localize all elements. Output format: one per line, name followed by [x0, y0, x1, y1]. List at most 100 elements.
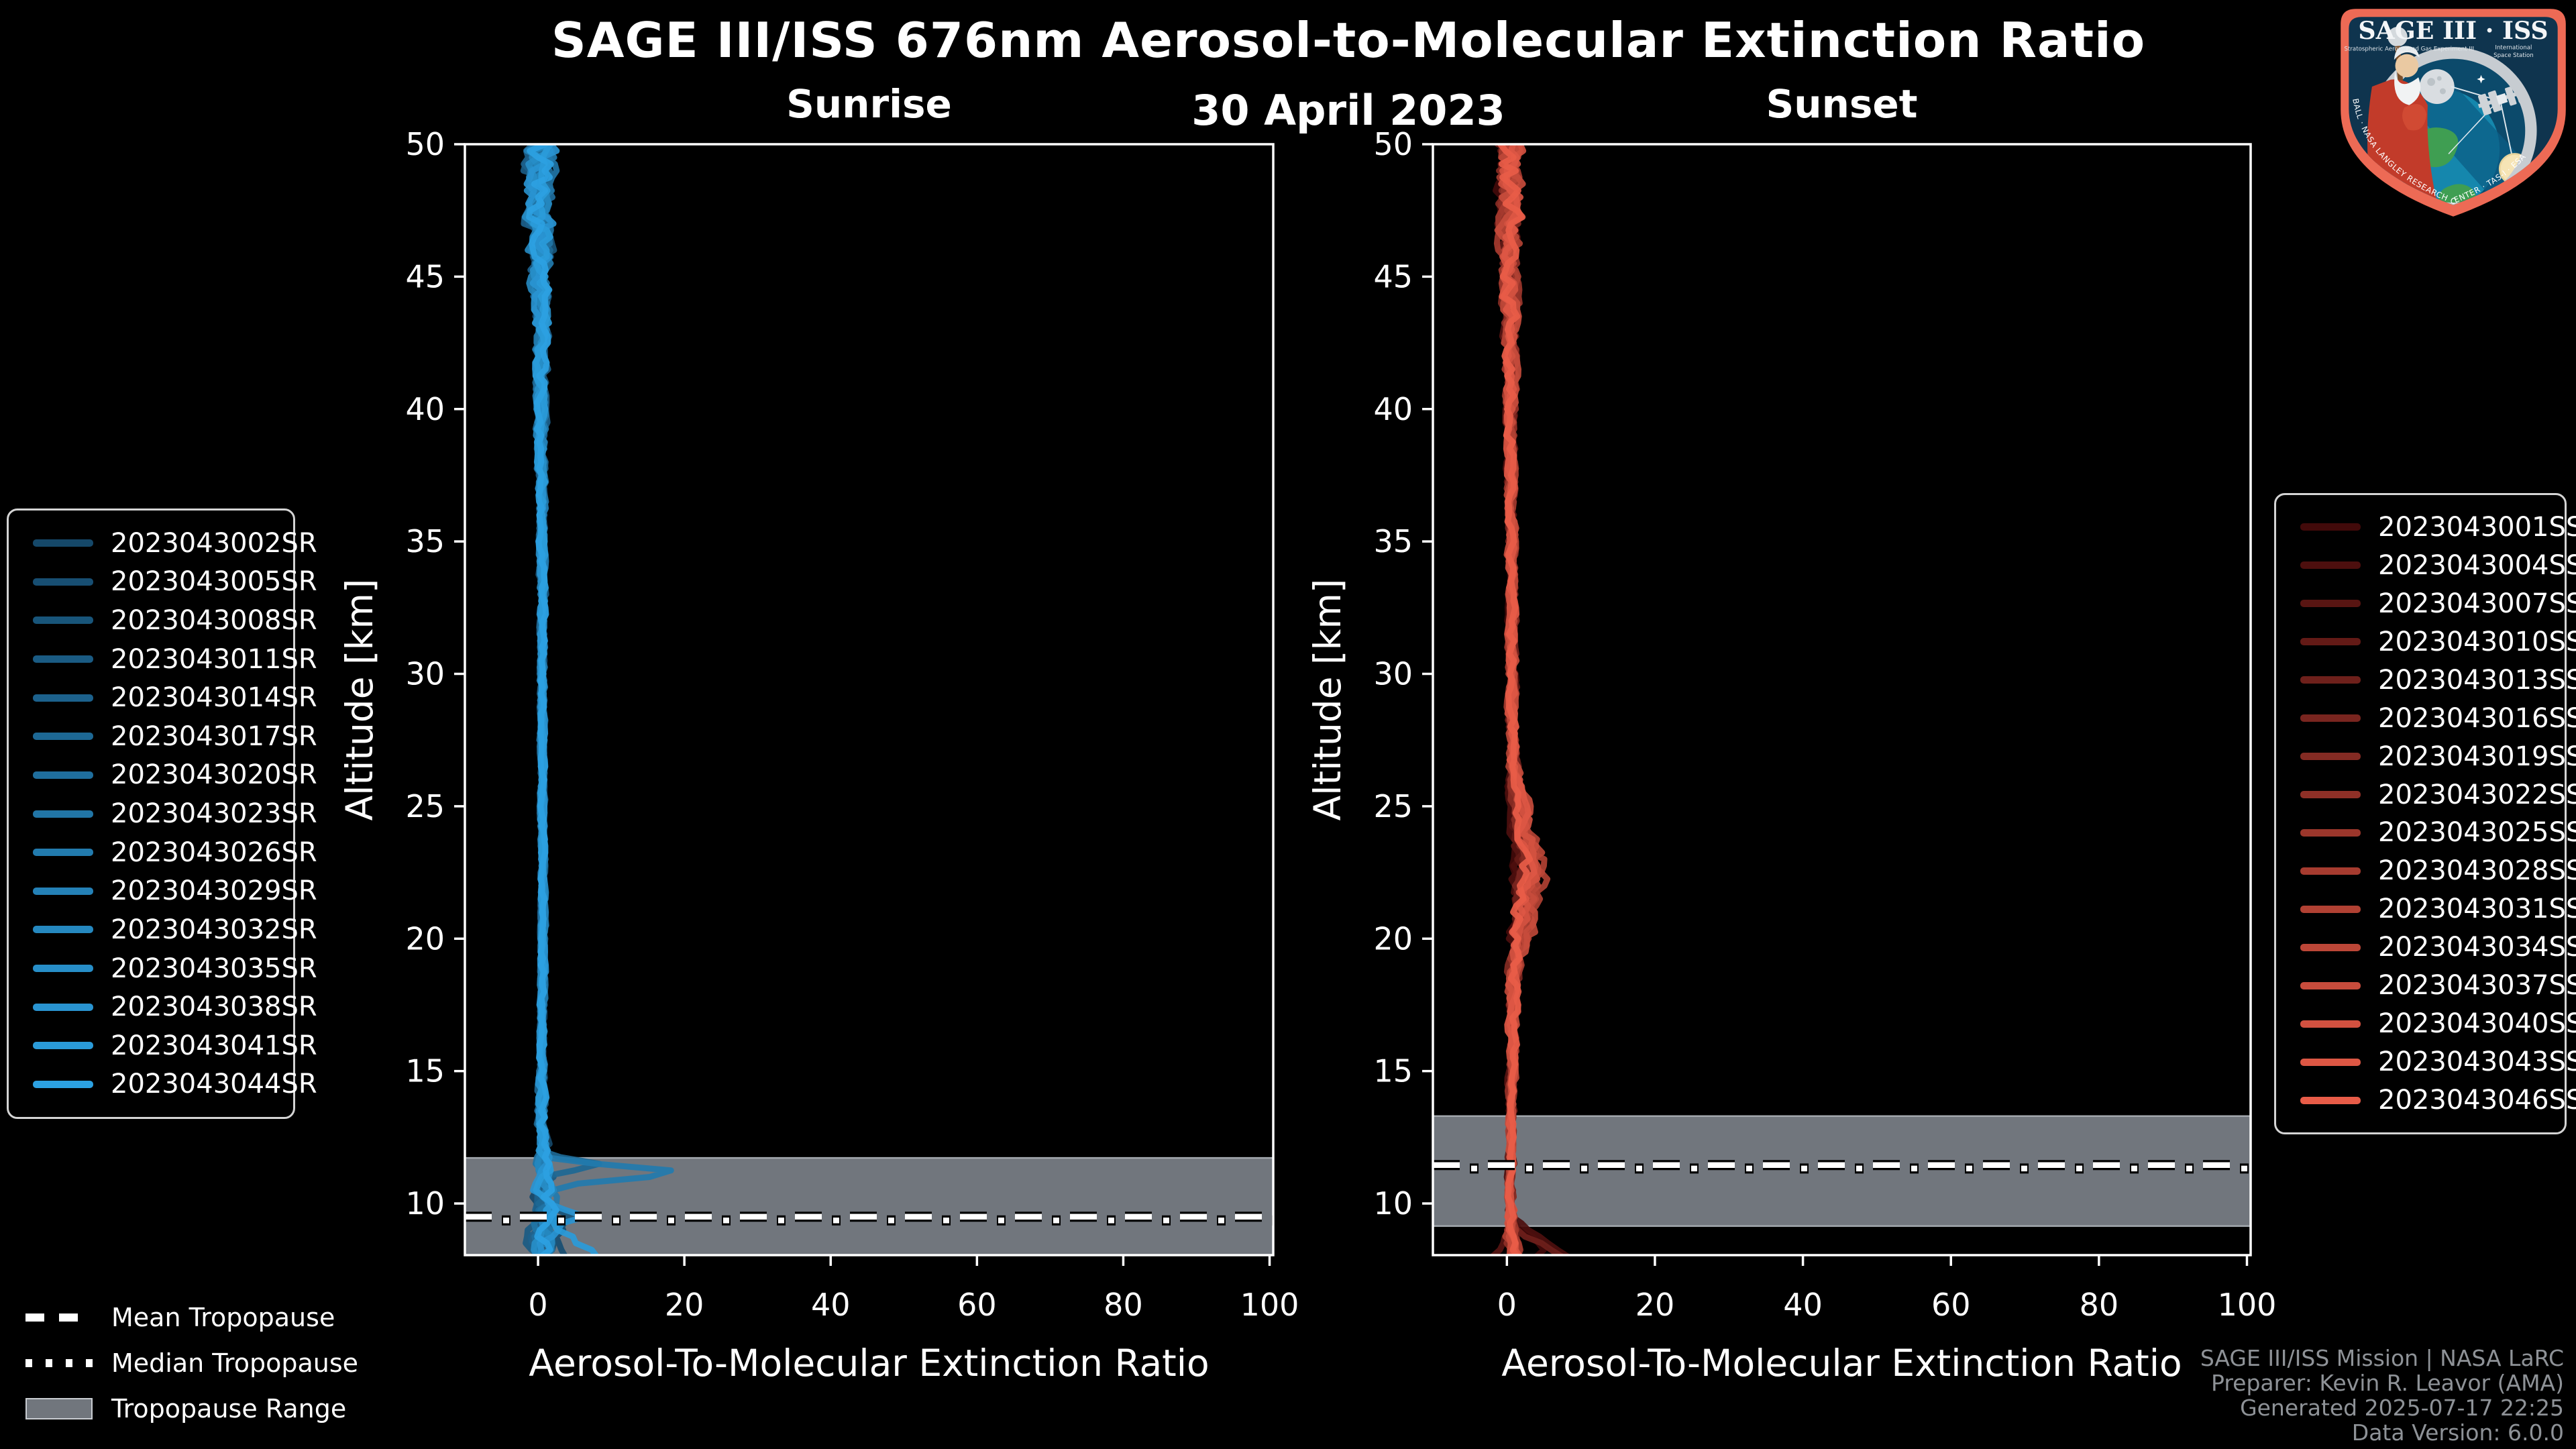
legend-line-swatch: [2300, 943, 2361, 951]
credits-block: SAGE III/ISS Mission | NASA LaRC Prepare…: [2200, 1346, 2564, 1445]
figure-title: SAGE III/ISS 676nm Aerosol-to-Molecular …: [551, 12, 2146, 68]
legend-line-swatch: [33, 849, 93, 857]
panel-sunset: 0 20 40 60 80 100 10 15 20 25 30 35 40 45 50 Aerosol-To…: [1306, 81, 2276, 1385]
legend-event-id: 2023043016SS: [2378, 702, 2576, 734]
y-tick-label: 20: [1373, 920, 1413, 957]
legend-line-swatch: [2300, 523, 2361, 531]
legend-line-swatch: [33, 771, 93, 779]
legend-item: 2023043038SR: [9, 991, 317, 1022]
tropopause-legend: Mean Tropopause Median Tropopause Tropop…: [25, 1303, 358, 1424]
legend-line-swatch: [2300, 791, 2361, 798]
legend-line-swatch: [2300, 676, 2361, 684]
legend-event-id: 2023043026SR: [111, 837, 317, 868]
legend-item: 2023043020SR: [9, 759, 317, 790]
legend-line-swatch: [33, 1003, 93, 1011]
legend-line-swatch: [33, 539, 93, 547]
sunset-legend: 2023043001SS 2023043004SS 2023043007SS 2023…: [2274, 493, 2576, 1134]
y-tick-label: 20: [405, 920, 445, 957]
y-tick-label: 25: [405, 788, 445, 824]
y-tick-label: 50: [405, 126, 445, 162]
legend-label: Tropopause Range: [111, 1394, 347, 1424]
credits-line: Data Version: 6.0.0: [2351, 1419, 2564, 1446]
legend-event-id: 2023043038SR: [111, 991, 317, 1023]
legend-item: 2023043026SR: [9, 837, 317, 868]
patch-subtitle-left: Stratospheric Aerosol and Gas Experiment…: [2345, 46, 2475, 52]
legend-item: 2023043008SR: [9, 605, 317, 636]
legend-event-id: 2023043031SS: [2378, 894, 2576, 925]
y-tick-label: 40: [1373, 391, 1413, 427]
y-tick-label: 15: [1373, 1053, 1413, 1089]
legend-item: 2023043032SR: [9, 914, 317, 945]
legend-item: 2023043041SR: [9, 1030, 317, 1061]
star: [2477, 74, 2485, 84]
legend-event-id: 2023043005SR: [111, 566, 317, 598]
legend-item: 2023043019SS: [2276, 741, 2576, 772]
x-tick-label: 40: [811, 1287, 851, 1323]
profile-2023043046SS: [1497, 144, 1533, 1255]
legend-event-id: 2023043013SS: [2378, 664, 2576, 696]
legend-item-mean-tropopause: Mean Tropopause: [25, 1303, 358, 1332]
panel-title: Sunrise: [786, 81, 952, 127]
legend-line-swatch: [33, 733, 93, 741]
x-tick-label: 60: [1931, 1287, 1971, 1323]
legend-item-median-tropopause: Median Tropopause: [25, 1348, 358, 1378]
y-tick-label: 50: [1373, 126, 1413, 162]
legend-item: 2023043004SS: [2276, 550, 2576, 581]
legend-item: 2023043025SS: [2276, 817, 2576, 848]
x-tick-label: 0: [1497, 1287, 1517, 1323]
legend-line-swatch: [2300, 753, 2361, 761]
legend-item: 2023043011SR: [9, 644, 317, 675]
legend-label: Mean Tropopause: [111, 1303, 335, 1332]
legend-item: 2023043016SS: [2276, 703, 2576, 734]
legend-event-id: 2023043029SR: [111, 875, 317, 907]
legend-item: 2023043001SS: [2276, 512, 2576, 543]
legend-item-tropopause-range: Tropopause Range: [25, 1394, 358, 1424]
moon: [2419, 69, 2455, 105]
legend-event-id: 2023043037SS: [2378, 970, 2576, 1002]
dotted-line-swatch: [25, 1359, 93, 1367]
legend-line-swatch: [33, 694, 93, 702]
x-tick-label: 20: [665, 1287, 704, 1323]
legend-line-swatch: [33, 926, 93, 934]
legend-item: 2023043044SR: [9, 1069, 317, 1099]
legend-event-id: 2023043019SS: [2378, 741, 2576, 772]
legend-line-swatch: [2300, 600, 2361, 608]
y-tick-label: 10: [405, 1185, 445, 1222]
legend-item: 2023043028SS: [2276, 855, 2576, 886]
x-axis-label: Aerosol-To-Molecular Extinction Ratio: [1501, 1342, 2182, 1385]
legend-item: 2023043002SR: [9, 528, 317, 559]
mission-patch-logo: SAGE III · ISS Stratospheric Aerosol and…: [2341, 9, 2566, 217]
legend-event-id: 2023043020SR: [111, 759, 317, 791]
legend-item: 2023043035SR: [9, 953, 317, 984]
legend-event-id: 2023043001SS: [2378, 511, 2576, 543]
legend-label: Median Tropopause: [111, 1348, 358, 1378]
legend-event-id: 2023043014SR: [111, 682, 317, 714]
panel-sunrise: 0 20 40 60 80 100 10 15 20 25 30 35 40 45 50 Aerosol-To…: [338, 81, 1299, 1385]
legend-line-swatch: [2300, 867, 2361, 875]
legend-item: 2023043043SS: [2276, 1046, 2576, 1077]
legend-item: 2023043029SR: [9, 875, 317, 906]
legend-line-swatch: [2300, 714, 2361, 722]
legend-event-id: 2023043046SS: [2378, 1085, 2576, 1116]
legend-line-swatch: [33, 1080, 93, 1088]
x-tick-label: 0: [528, 1287, 547, 1323]
x-tick-label: 40: [1783, 1287, 1823, 1323]
legend-event-id: 2023043041SR: [111, 1030, 317, 1061]
legend-item: 2023043017SR: [9, 721, 317, 752]
plot-border: [1432, 143, 2252, 1256]
sunrise-legend: 2023043002SR 2023043005SR 2023043008SR 2023…: [7, 508, 317, 1119]
legend-line-swatch: [2300, 638, 2361, 646]
x-tick-label: 60: [957, 1287, 997, 1323]
tropopause-range-band: [465, 1158, 1273, 1255]
patch-art: [2367, 27, 2553, 205]
legend-item: 2023043046SS: [2276, 1085, 2576, 1116]
legend-event-id: 2023043011SR: [111, 643, 317, 675]
y-tick-label: 30: [1373, 656, 1413, 692]
legend-event-id: 2023043028SS: [2378, 855, 2576, 887]
legend-event-id: 2023043044SR: [111, 1069, 317, 1100]
credits-line: SAGE III/ISS Mission | NASA LaRC: [2200, 1345, 2564, 1371]
legend-line-swatch: [2300, 1058, 2361, 1066]
legend-item: 2023043034SS: [2276, 932, 2576, 963]
figure-date-subtitle: 30 April 2023: [1191, 86, 1505, 135]
